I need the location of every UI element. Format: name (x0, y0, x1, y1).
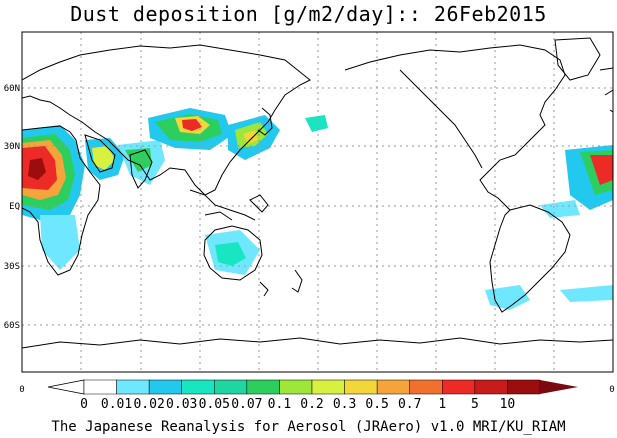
lat-label-30n: 30N (4, 142, 20, 152)
colorbar-box (83, 379, 117, 395)
colorbar-tick-label: 0.07 (231, 397, 262, 412)
lat-label-30s: 30S (4, 262, 20, 272)
coast-greenland (554, 37, 601, 81)
colorbar-tick-label: 1 (438, 397, 446, 412)
colorbar-box (376, 379, 410, 395)
longitude-axis: 0 0 (19, 385, 614, 395)
colorbar: 0 0.01 0.02 0.03 0.05 0.07 0.1 0.2 0.3 0.5 0.7 1 5 10 (47, 379, 578, 412)
coast-india (129, 149, 153, 189)
colorbar-box (507, 379, 541, 395)
colorbar-tick-label: 5 (471, 397, 479, 412)
colorbar-tick-label: 0.2 (300, 397, 323, 412)
colorbar-box (311, 379, 345, 395)
colorbar-tick-label: 0.01 (101, 397, 132, 412)
lon-label-right: 0 (609, 385, 614, 395)
colorbar-min-arrow (47, 379, 85, 395)
colorbar-tick-label: 0.3 (333, 397, 356, 412)
colorbar-box (409, 379, 443, 395)
colorbar-tick-label: 0.5 (365, 397, 388, 412)
colorbar-tick-label: 0.02 (133, 397, 164, 412)
lon-label-left: 0 (19, 385, 24, 395)
colorbar-box (246, 379, 280, 395)
map-frame (21, 31, 614, 373)
colorbar-box (148, 379, 182, 395)
colorbar-box (344, 379, 378, 395)
colorbar-tick-label: 0 (80, 397, 88, 412)
colorbar-box (279, 379, 313, 395)
lat-label-60s: 60S (4, 321, 20, 331)
coast-antarctica (22, 337, 613, 349)
colorbar-box (116, 379, 150, 395)
colorbar-tick-label: 0.1 (268, 397, 291, 412)
coastlines (22, 37, 613, 349)
graticule (22, 32, 613, 372)
map-title: Dust deposition [g/m2/day]:: 26Feb2015 (70, 2, 547, 26)
lat-label-eq: EQ (9, 202, 20, 212)
footer-credit: The Japanese Reanalysis for Aerosol (JRA… (51, 419, 566, 435)
coast-south-america (489, 204, 571, 313)
colorbar-tick-label: 0.7 (398, 397, 421, 412)
coast-eurasia (22, 44, 311, 196)
colorbar-tick-label: 10 (500, 397, 516, 412)
lat-label-60n: 60N (4, 84, 20, 94)
colorbar-tick-label: 0.05 (199, 397, 230, 412)
colorbar-box (214, 379, 248, 395)
colorbar-tick-label: 0.03 (166, 397, 197, 412)
coast-australia (203, 225, 263, 281)
dust-plumes (22, 108, 613, 310)
coast-north-america (344, 44, 566, 211)
colorbar-box (474, 379, 508, 395)
coast-japan (257, 107, 273, 136)
colorbar-box (442, 379, 476, 395)
coast-africa (22, 125, 101, 276)
latitude-axis: 60N 30N EQ 30S 60S (4, 84, 20, 331)
colorbar-max-arrow (540, 380, 578, 394)
colorbar-box (181, 379, 215, 395)
